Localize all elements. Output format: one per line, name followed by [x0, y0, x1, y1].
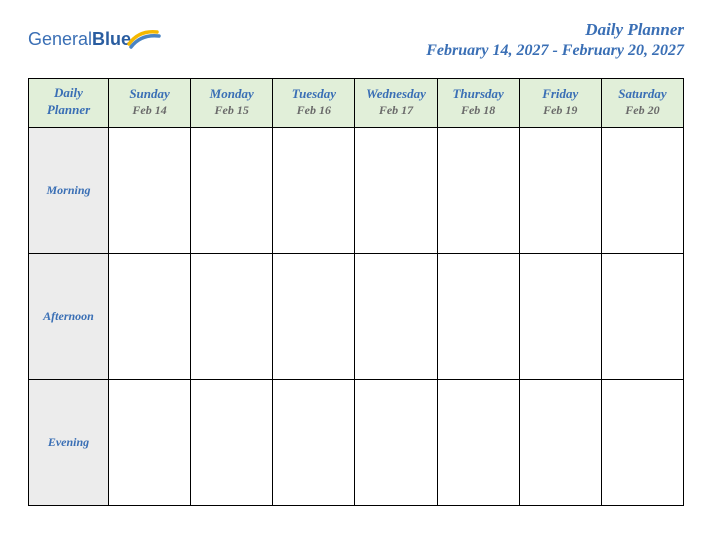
- day-name: Thursday: [440, 86, 517, 102]
- planner-cell[interactable]: [437, 127, 519, 253]
- planner-cell[interactable]: [109, 253, 191, 379]
- planner-cell[interactable]: [191, 253, 273, 379]
- day-name: Wednesday: [357, 86, 434, 102]
- planner-cell[interactable]: [355, 127, 437, 253]
- header-row: GeneralBlue Daily Planner February 14, 2…: [28, 20, 684, 60]
- planner-cell[interactable]: [601, 253, 683, 379]
- logo: GeneralBlue: [28, 20, 161, 50]
- day-header: Saturday Feb 20: [601, 79, 683, 128]
- planner-cell[interactable]: [601, 127, 683, 253]
- corner-cell: Daily Planner: [29, 79, 109, 128]
- logo-word-blue: Blue: [92, 29, 131, 49]
- planner-cell[interactable]: [519, 127, 601, 253]
- planner-cell[interactable]: [519, 379, 601, 505]
- planner-cell[interactable]: [109, 127, 191, 253]
- day-date: Feb 15: [193, 103, 270, 118]
- day-header: Friday Feb 19: [519, 79, 601, 128]
- planner-cell[interactable]: [273, 253, 355, 379]
- corner-label: Daily Planner: [47, 85, 90, 117]
- table-row: Evening: [29, 379, 684, 505]
- day-header: Tuesday Feb 16: [273, 79, 355, 128]
- planner-cell[interactable]: [273, 127, 355, 253]
- planner-cell[interactable]: [109, 379, 191, 505]
- planner-cell[interactable]: [437, 253, 519, 379]
- day-name: Saturday: [604, 86, 681, 102]
- planner-cell[interactable]: [355, 253, 437, 379]
- title-block: Daily Planner February 14, 2027 - Februa…: [426, 20, 684, 60]
- day-name: Monday: [193, 86, 270, 102]
- date-range: February 14, 2027 - February 20, 2027: [426, 42, 684, 60]
- planner-cell[interactable]: [437, 379, 519, 505]
- table-row: Afternoon: [29, 253, 684, 379]
- day-name: Friday: [522, 86, 599, 102]
- planner-cell[interactable]: [355, 379, 437, 505]
- day-date: Feb 18: [440, 103, 517, 118]
- planner-cell[interactable]: [519, 253, 601, 379]
- planner-cell[interactable]: [191, 379, 273, 505]
- planner-cell[interactable]: [191, 127, 273, 253]
- day-date: Feb 17: [357, 103, 434, 118]
- day-date: Feb 14: [111, 103, 188, 118]
- planner-cell[interactable]: [273, 379, 355, 505]
- day-header: Sunday Feb 14: [109, 79, 191, 128]
- period-label: Evening: [29, 379, 109, 505]
- logo-word-general: General: [28, 29, 92, 49]
- period-label: Afternoon: [29, 253, 109, 379]
- planner-cell[interactable]: [601, 379, 683, 505]
- table-header-row: Daily Planner Sunday Feb 14 Monday Feb 1…: [29, 79, 684, 128]
- day-date: Feb 16: [275, 103, 352, 118]
- day-date: Feb 19: [522, 103, 599, 118]
- planner-table: Daily Planner Sunday Feb 14 Monday Feb 1…: [28, 78, 684, 506]
- day-header: Thursday Feb 18: [437, 79, 519, 128]
- day-date: Feb 20: [604, 103, 681, 118]
- day-name: Tuesday: [275, 86, 352, 102]
- period-label: Morning: [29, 127, 109, 253]
- table-row: Morning: [29, 127, 684, 253]
- page-title: Daily Planner: [426, 20, 684, 40]
- day-header: Monday Feb 15: [191, 79, 273, 128]
- logo-swoosh-icon: [127, 26, 161, 50]
- day-name: Sunday: [111, 86, 188, 102]
- day-header: Wednesday Feb 17: [355, 79, 437, 128]
